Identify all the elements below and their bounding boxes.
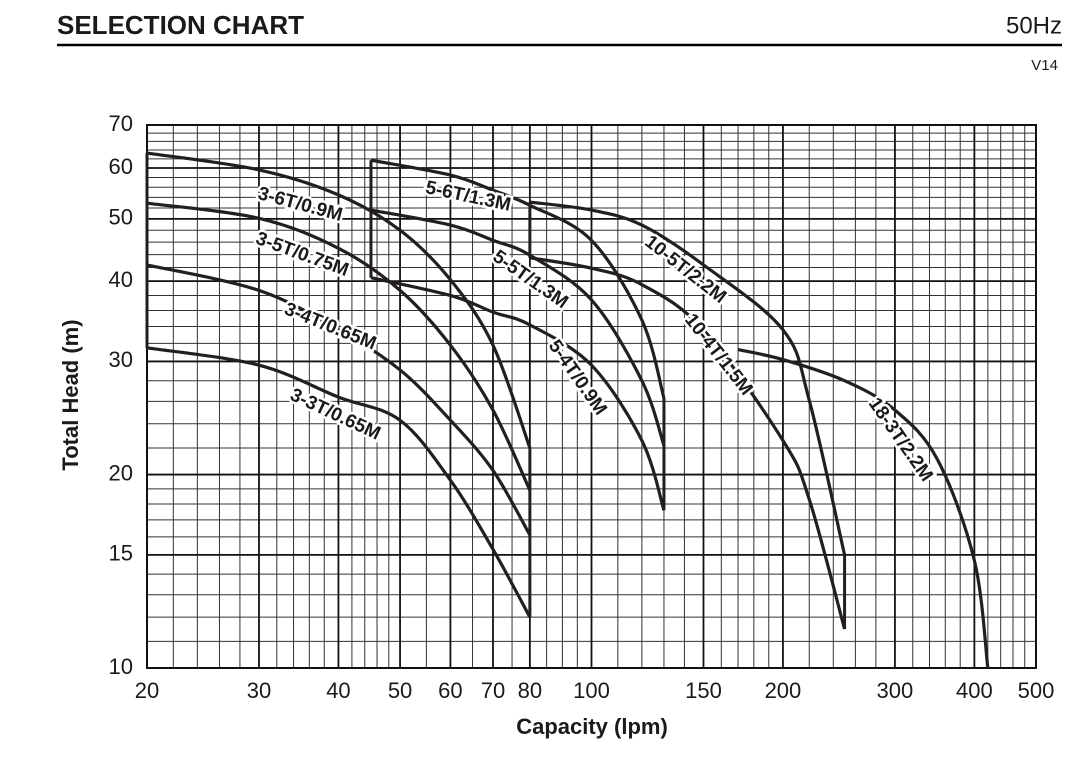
- version: V14: [1031, 57, 1058, 74]
- x-tick-label: 200: [765, 678, 802, 703]
- curve-label: 3-3T/0.65M: [287, 385, 384, 445]
- pump-curve: [529, 256, 847, 630]
- pump-curve: [146, 201, 532, 492]
- y-axis-title: Total Head (m): [58, 319, 83, 470]
- y-tick-label: 60: [109, 154, 133, 179]
- pump-curve: [146, 151, 532, 449]
- x-tick-label: 20: [135, 678, 159, 703]
- y-tick-label: 50: [109, 205, 133, 230]
- x-tick-label: 150: [685, 678, 722, 703]
- y-tick-label: 40: [109, 267, 133, 292]
- x-axis-title: Capacity (lpm): [516, 714, 668, 739]
- frequency: 50Hz: [1006, 12, 1062, 39]
- curve-label: 10-4T/1.5M: [680, 310, 756, 399]
- y-tick-label: 20: [109, 460, 133, 485]
- x-tick-label: 30: [247, 678, 271, 703]
- x-tick-label: 60: [438, 678, 462, 703]
- pump-curve: [529, 200, 847, 556]
- page-title: SELECTION CHART: [57, 10, 304, 40]
- pump-curve: [370, 158, 666, 399]
- x-tick-label: 300: [877, 678, 914, 703]
- x-tick-label: 400: [956, 678, 993, 703]
- x-tick-label: 70: [481, 678, 505, 703]
- x-tick-label: 50: [388, 678, 412, 703]
- y-tick-label: 15: [109, 541, 133, 566]
- pump-curve: [370, 276, 666, 511]
- x-tick-label: 500: [1018, 678, 1055, 703]
- pump-curve: [146, 263, 532, 536]
- x-tick-label: 100: [573, 678, 610, 703]
- x-tick-label: 80: [518, 678, 542, 703]
- curve-label: 10-5T/2.2M: [641, 231, 730, 307]
- pump-curve: [146, 346, 532, 618]
- y-tick-label: 10: [109, 654, 133, 679]
- x-tick-label: 40: [326, 678, 350, 703]
- pump-curve: [737, 348, 990, 669]
- y-tick-label: 70: [109, 111, 133, 136]
- plot-frame: [146, 124, 1037, 669]
- curve-label: 5-6T/1.3M: [424, 177, 513, 216]
- y-tick-label: 30: [109, 347, 133, 372]
